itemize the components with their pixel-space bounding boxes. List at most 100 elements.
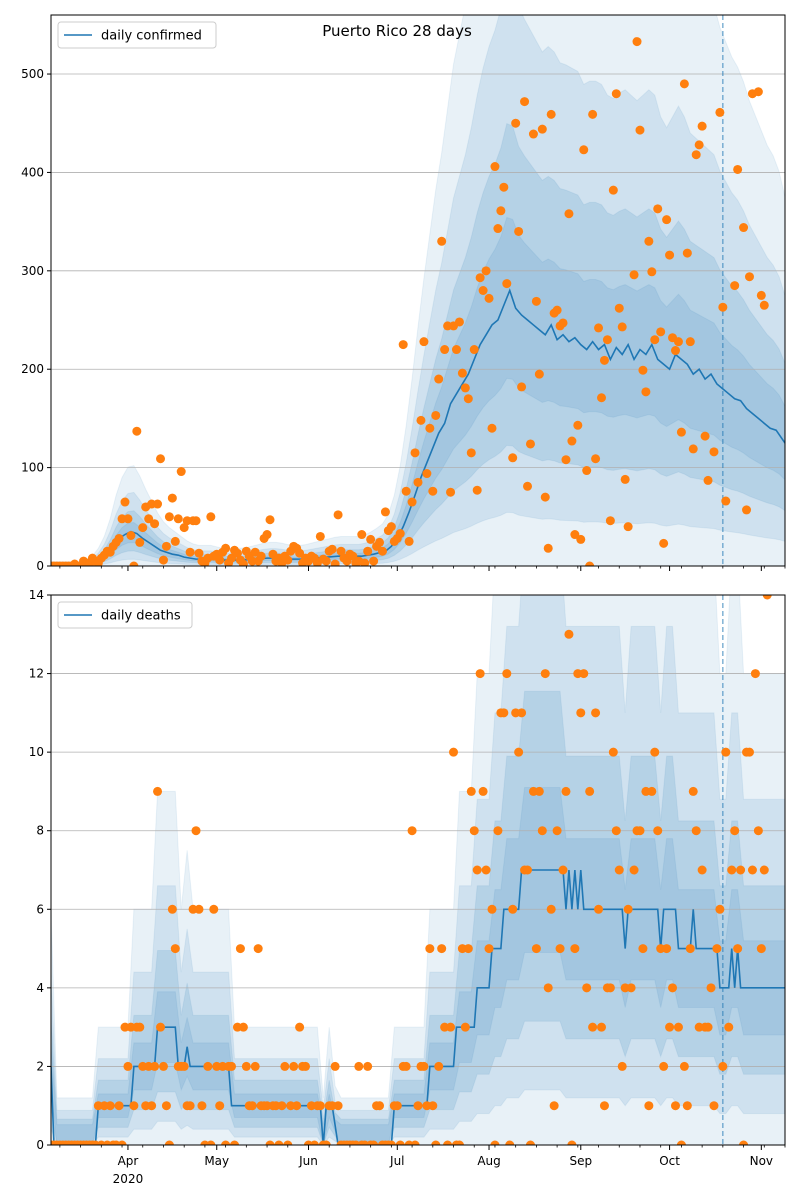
- data-point: [582, 466, 592, 476]
- data-point: [253, 944, 263, 954]
- data-point: [682, 248, 692, 258]
- data-point: [366, 534, 376, 544]
- chart-title: Puerto Rico 28 days: [322, 22, 472, 40]
- data-point: [451, 345, 461, 355]
- data-point: [505, 1140, 515, 1145]
- x-axis: [127, 566, 762, 571]
- data-point: [487, 423, 497, 433]
- data-point: [380, 507, 390, 517]
- data-point: [499, 182, 509, 192]
- data-point: [588, 109, 598, 119]
- data-point: [585, 786, 595, 796]
- data-point: [546, 904, 556, 914]
- data-point: [537, 124, 547, 134]
- data-point: [665, 1022, 675, 1032]
- data-point: [638, 365, 648, 375]
- y-tick-label: 6: [36, 902, 44, 916]
- data-point: [481, 266, 491, 276]
- legend-label: daily deaths: [101, 609, 181, 624]
- x-tick-label: Apr: [118, 1154, 139, 1168]
- data-point: [605, 516, 615, 526]
- data-point: [484, 293, 494, 303]
- x-tick-label: Oct: [659, 1154, 680, 1168]
- data-point: [709, 447, 719, 457]
- data-point: [478, 286, 488, 295]
- plot-area: [51, 15, 785, 566]
- data-point: [591, 454, 601, 464]
- data-point: [475, 669, 485, 679]
- band-layer: [51, 595, 785, 1145]
- data-point: [561, 786, 571, 796]
- data-point: [552, 305, 562, 315]
- data-point: [644, 236, 654, 246]
- data-point: [656, 327, 666, 337]
- data-point: [443, 1140, 453, 1145]
- data-point: [173, 514, 183, 524]
- data-point: [567, 1140, 577, 1145]
- y-tick-label: 0: [36, 1138, 44, 1152]
- data-point: [446, 1022, 456, 1032]
- data-point: [614, 865, 624, 875]
- data-point: [375, 1101, 385, 1111]
- data-point: [688, 786, 698, 796]
- data-point: [129, 561, 139, 566]
- data-point: [206, 512, 216, 522]
- data-point: [221, 1140, 231, 1145]
- data-point: [697, 121, 707, 131]
- data-point: [360, 558, 370, 566]
- data-point: [327, 544, 337, 554]
- y-tick-label: 8: [36, 824, 44, 838]
- data-point: [540, 669, 550, 679]
- data-point: [144, 514, 154, 524]
- data-point: [377, 546, 387, 556]
- data-point: [617, 1061, 627, 1071]
- data-point: [712, 944, 722, 954]
- data-point: [164, 1140, 174, 1145]
- data-point: [265, 1140, 275, 1145]
- data-point: [517, 382, 527, 392]
- data-point: [697, 865, 707, 875]
- data-point: [523, 865, 533, 875]
- data-point: [540, 492, 550, 502]
- data-point: [369, 1140, 379, 1145]
- data-point: [197, 1101, 207, 1111]
- data-point: [759, 300, 769, 310]
- data-point: [597, 393, 606, 403]
- data-point: [605, 983, 615, 993]
- data-point: [410, 448, 420, 458]
- data-point: [588, 1022, 598, 1032]
- data-point: [147, 1101, 157, 1111]
- data-point: [230, 1140, 239, 1145]
- data-point: [531, 944, 541, 954]
- data-point: [487, 904, 497, 914]
- data-point: [330, 1061, 340, 1071]
- data-point: [632, 37, 642, 47]
- data-point: [191, 826, 201, 836]
- data-point: [691, 150, 701, 160]
- data-point: [123, 514, 133, 524]
- legend-label: daily confirmed: [101, 29, 202, 44]
- data-point: [756, 944, 766, 954]
- data-point: [321, 1140, 331, 1145]
- data-point: [546, 109, 556, 119]
- data-point: [129, 1101, 139, 1111]
- data-point: [747, 865, 757, 875]
- y-tick-label: 14: [29, 588, 44, 602]
- data-point: [653, 204, 663, 214]
- data-point: [126, 530, 136, 540]
- data-point: [543, 983, 553, 993]
- data-point: [120, 497, 130, 507]
- data-point: [460, 383, 470, 393]
- data-point: [428, 1101, 438, 1111]
- data-point: [203, 1061, 213, 1071]
- data-point: [641, 387, 651, 397]
- data-point: [262, 530, 272, 540]
- data-point: [410, 1140, 420, 1145]
- data-point: [484, 944, 494, 954]
- data-point: [679, 79, 689, 89]
- data-point: [514, 226, 524, 236]
- data-point: [416, 415, 426, 425]
- data-point: [386, 1140, 396, 1145]
- data-point: [676, 427, 686, 437]
- data-point: [685, 944, 695, 954]
